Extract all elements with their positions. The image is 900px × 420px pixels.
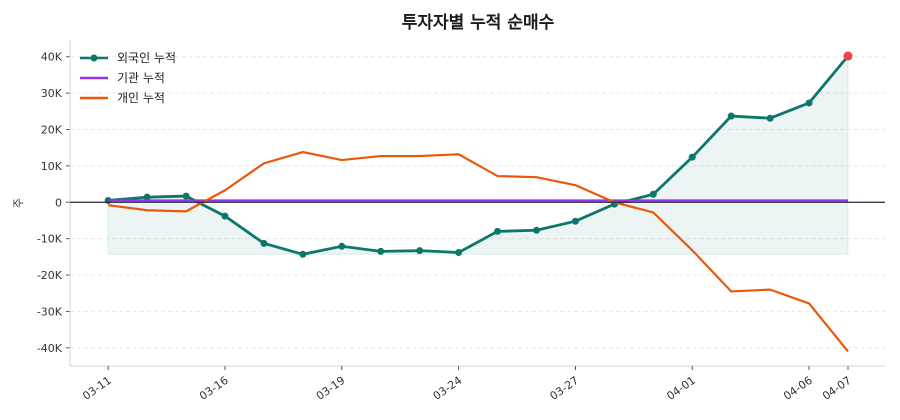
y-tick-label: 40K: [41, 51, 63, 64]
series-line-2: [108, 150, 849, 353]
data-point: [260, 239, 268, 247]
x-tick-label: 03-19: [314, 374, 348, 403]
data-point: [143, 193, 151, 201]
data-point: [299, 250, 307, 258]
data-point: [649, 190, 657, 198]
data-point: [416, 247, 424, 255]
x-tick-label: 03-11: [80, 374, 114, 403]
data-point: [727, 112, 735, 120]
data-point: [843, 51, 853, 61]
legend-label: 외국인 누적: [117, 51, 176, 65]
x-tick-label: 03-27: [548, 374, 582, 403]
data-point: [221, 212, 229, 220]
y-tick-label: 20K: [41, 124, 63, 137]
data-point: [805, 99, 813, 107]
data-point: [377, 247, 385, 255]
area-fill: [107, 54, 849, 255]
data-point: [338, 242, 346, 250]
y-tick-label: 0: [55, 196, 62, 209]
x-tick-label: 03-24: [431, 374, 465, 403]
y-tick-label: -40K: [37, 342, 63, 355]
legend-label: 기관 누적: [117, 71, 165, 85]
data-point: [532, 226, 540, 234]
x-tick-label: 04-06: [781, 374, 815, 403]
data-point: [182, 192, 190, 200]
series-line-0: [108, 55, 850, 256]
data-point: [766, 114, 774, 122]
data-point: [494, 227, 502, 235]
data-point: [688, 153, 696, 161]
x-tick-label: 04-07: [820, 374, 854, 403]
x-tick-label: 03-16: [197, 374, 231, 403]
legend-label: 개인 누적: [117, 91, 165, 105]
y-tick-label: -10K: [37, 233, 63, 246]
y-tick-label: -20K: [37, 269, 63, 282]
y-tick-label: 30K: [41, 87, 63, 100]
y-tick-label: 10K: [41, 160, 63, 173]
data-point: [455, 248, 463, 256]
chart-title: 투자자별 누적 순매수: [402, 13, 555, 33]
x-tick-label: 04-01: [664, 374, 698, 403]
data-point: [571, 217, 579, 225]
y-tick-label: -30K: [37, 305, 63, 318]
y-axis-label: 주: [12, 198, 25, 208]
legend-marker: [90, 54, 98, 62]
